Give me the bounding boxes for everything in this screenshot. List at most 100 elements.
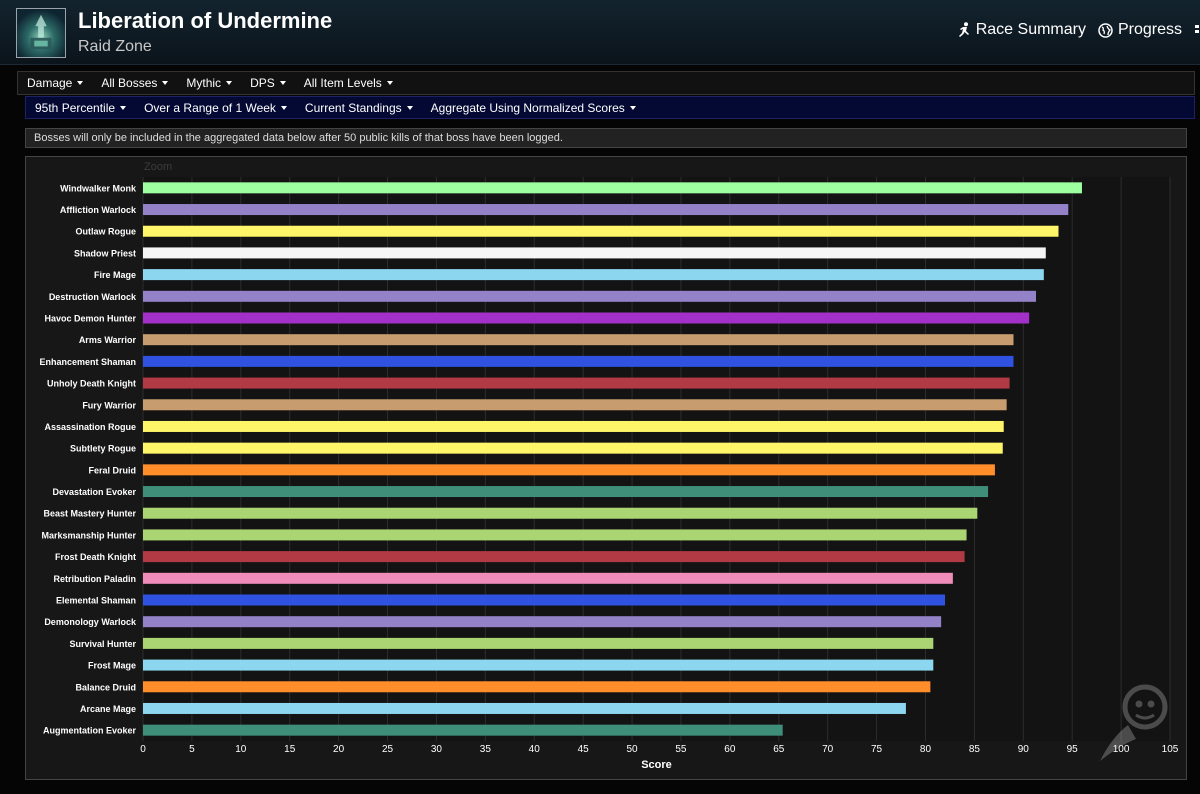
category-label: Subtlety Rogue (70, 444, 136, 454)
category-label: Frost Death Knight (55, 552, 136, 562)
x-tick-label: 5 (189, 744, 195, 755)
bar (143, 225, 1059, 237)
category-label: Retribution Paladin (53, 574, 136, 584)
bar (143, 659, 934, 671)
header-nav: Race Summary Progress (958, 21, 1200, 39)
chevron-down-icon (77, 81, 84, 85)
page-header: Liberation of Undermine Raid Zone Race S… (0, 0, 1200, 65)
category-label: Arcane Mage (80, 704, 136, 714)
category-label: Marksmanship Hunter (41, 530, 136, 540)
secondary-filter-bar: 95th Percentile Over a Range of 1 Week C… (25, 96, 1195, 119)
bar (143, 594, 946, 606)
x-axis-title: Score (641, 759, 672, 771)
more-icon[interactable] (1194, 21, 1200, 39)
difficulty-dropdown[interactable]: Mythic (177, 76, 241, 90)
bar (143, 464, 995, 476)
metric-dropdown[interactable]: Damage (18, 76, 92, 90)
bar (143, 724, 783, 736)
x-tick-label: 45 (578, 744, 590, 755)
category-label: Augmentation Evoker (43, 726, 137, 736)
aggregate-dropdown[interactable]: Aggregate Using Normalized Scores (422, 101, 645, 115)
category-label: Havoc Demon Hunter (44, 314, 136, 324)
x-tick-label: 75 (871, 744, 883, 755)
bar (143, 204, 1069, 216)
x-tick-label: 80 (920, 744, 932, 755)
bar (143, 702, 906, 714)
progress-link[interactable]: Progress (1098, 21, 1182, 39)
category-label: Survival Hunter (69, 639, 136, 649)
bar (143, 637, 934, 649)
category-label: Balance Druid (75, 682, 136, 692)
bar-chart: Zoom Windwalker Monk Affliction Warlock Out… (39, 161, 1178, 771)
bar (143, 182, 1082, 194)
bar (143, 507, 978, 519)
chart-panel: Zoom Windwalker Monk Affliction Warlock Out… (25, 156, 1187, 780)
chevron-down-icon (162, 81, 169, 85)
percentile-dropdown[interactable]: 95th Percentile (26, 101, 135, 115)
x-tick-label: 90 (1018, 744, 1030, 755)
category-label: Unholy Death Knight (47, 379, 136, 389)
bar (143, 290, 1037, 302)
bar (143, 377, 1010, 389)
progress-label: Progress (1117, 21, 1182, 38)
primary-filter-bar: Damage All Bosses Mythic DPS All Item Le… (17, 71, 1195, 95)
x-tick-label: 95 (1067, 744, 1079, 755)
page-subtitle: Raid Zone (78, 38, 152, 55)
category-label: Arms Warrior (79, 335, 137, 345)
chevron-down-icon (386, 81, 393, 85)
x-tick-label: 60 (724, 744, 736, 755)
category-label: Affliction Warlock (60, 205, 137, 215)
x-tick-label: 25 (382, 744, 394, 755)
page-title: Liberation of Undermine (78, 8, 333, 33)
race-summary-label: Race Summary (975, 21, 1086, 38)
category-label: Beast Mastery Hunter (43, 509, 136, 519)
x-tick-label: 55 (675, 744, 687, 755)
category-label: Fire Mage (94, 270, 136, 280)
category-label: Feral Druid (88, 465, 136, 475)
bar (143, 247, 1046, 259)
x-tick-label: 70 (822, 744, 834, 755)
role-dropdown[interactable]: DPS (241, 76, 295, 90)
chevron-down-icon (280, 105, 287, 110)
bar (143, 399, 1007, 411)
bar (143, 355, 1014, 367)
x-tick-label: 15 (284, 744, 296, 755)
globe-icon (1098, 22, 1113, 38)
chevron-down-icon (279, 81, 286, 85)
category-label: Shadow Priest (74, 248, 136, 258)
category-label: Demonology Warlock (44, 617, 137, 627)
category-label: Fury Warrior (82, 400, 136, 410)
bar (143, 681, 931, 693)
bar (143, 616, 942, 628)
chevron-down-icon (226, 81, 233, 85)
category-label: Elemental Shaman (56, 596, 136, 606)
race-summary-link[interactable]: Race Summary (958, 21, 1086, 39)
x-tick-label: 50 (626, 744, 638, 755)
bar (143, 334, 1014, 346)
bar (143, 420, 1004, 432)
category-label: Windwalker Monk (60, 183, 137, 193)
category-label: Destruction Warlock (49, 292, 137, 302)
category-label: Outlaw Rogue (76, 227, 137, 237)
x-tick-label: 100 (1113, 744, 1130, 755)
x-tick-label: 40 (529, 744, 541, 755)
boss-dropdown[interactable]: All Bosses (92, 76, 177, 90)
bar (143, 486, 989, 498)
bar (143, 572, 953, 584)
bar (143, 269, 1044, 281)
zoom-label: Zoom (144, 161, 172, 173)
bar (143, 442, 1003, 454)
time-range-dropdown[interactable]: Over a Range of 1 Week (135, 101, 296, 115)
standings-dropdown[interactable]: Current Standings (296, 101, 422, 115)
bar (143, 551, 965, 563)
bar (143, 312, 1030, 324)
x-tick-label: 10 (235, 744, 247, 755)
x-tick-label: 0 (140, 744, 146, 755)
x-tick-label: 85 (969, 744, 981, 755)
watermark-logo-icon (1100, 684, 1168, 761)
item-level-dropdown[interactable]: All Item Levels (295, 76, 402, 90)
category-label: Devastation Evoker (52, 487, 136, 497)
category-label: Frost Mage (88, 661, 136, 671)
x-tick-label: 65 (773, 744, 785, 755)
running-icon (958, 22, 969, 37)
